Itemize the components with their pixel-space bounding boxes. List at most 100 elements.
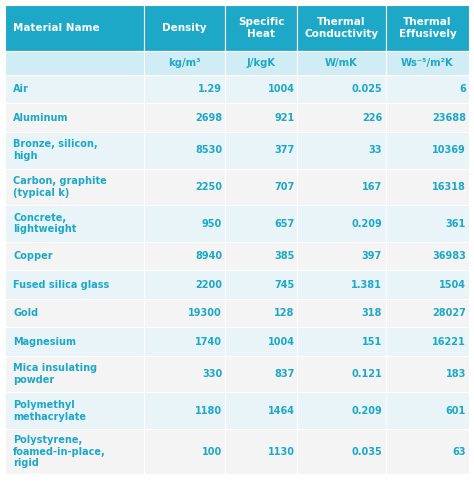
Text: 2200: 2200 (195, 280, 222, 290)
Text: 1.29: 1.29 (198, 84, 222, 94)
Text: 63: 63 (452, 447, 466, 457)
Text: 361: 361 (446, 219, 466, 229)
Text: 36983: 36983 (432, 251, 466, 261)
Text: 837: 837 (274, 369, 294, 379)
Bar (297, 5, 386, 51)
Text: 0.035: 0.035 (351, 447, 382, 457)
Bar (297, 299, 386, 327)
Bar (144, 356, 226, 392)
Bar (386, 51, 469, 75)
Bar (144, 242, 226, 270)
Text: 377: 377 (274, 145, 294, 155)
Bar (297, 103, 386, 132)
Bar (226, 429, 297, 474)
Bar (5, 327, 144, 356)
Bar (297, 169, 386, 205)
Text: 16318: 16318 (432, 182, 466, 192)
Text: 657: 657 (274, 219, 294, 229)
Text: Carbon, graphite
(typical k): Carbon, graphite (typical k) (13, 176, 107, 198)
Text: Specific
Heat: Specific Heat (238, 17, 285, 39)
Bar (386, 75, 469, 103)
Text: 745: 745 (274, 280, 294, 290)
Bar (144, 205, 226, 242)
Text: 1740: 1740 (195, 337, 222, 346)
Bar (226, 205, 297, 242)
Bar (5, 5, 144, 51)
Text: 183: 183 (446, 369, 466, 379)
Bar (144, 75, 226, 103)
Text: 33: 33 (369, 145, 382, 155)
Bar (144, 51, 226, 75)
Bar (386, 103, 469, 132)
Text: 28027: 28027 (432, 308, 466, 318)
Bar (144, 132, 226, 169)
Text: 23688: 23688 (432, 113, 466, 122)
Text: 707: 707 (274, 182, 294, 192)
Text: 2698: 2698 (195, 113, 222, 122)
Text: 397: 397 (362, 251, 382, 261)
Bar (5, 75, 144, 103)
Bar (386, 356, 469, 392)
Bar (297, 75, 386, 103)
Bar (226, 356, 297, 392)
Bar (386, 299, 469, 327)
Bar (5, 429, 144, 474)
Text: J/kgK: J/kgK (247, 58, 276, 68)
Text: 226: 226 (362, 113, 382, 122)
Text: 151: 151 (362, 337, 382, 346)
Bar (226, 327, 297, 356)
Bar (144, 299, 226, 327)
Bar (226, 169, 297, 205)
Text: 10369: 10369 (432, 145, 466, 155)
Text: 2250: 2250 (195, 182, 222, 192)
Bar (297, 205, 386, 242)
Text: 1130: 1130 (267, 447, 294, 457)
Bar (5, 270, 144, 299)
Text: Polystyrene,
foamed-in-place,
rigid: Polystyrene, foamed-in-place, rigid (13, 435, 106, 468)
Text: 100: 100 (202, 447, 222, 457)
Text: kg/m³: kg/m³ (168, 58, 201, 68)
Text: 921: 921 (274, 113, 294, 122)
Bar (297, 429, 386, 474)
Bar (226, 132, 297, 169)
Text: 128: 128 (274, 308, 294, 318)
Bar (144, 169, 226, 205)
Bar (226, 242, 297, 270)
Bar (144, 270, 226, 299)
Bar (5, 132, 144, 169)
Text: 0.025: 0.025 (351, 84, 382, 94)
Bar (386, 205, 469, 242)
Bar (386, 429, 469, 474)
Text: 1004: 1004 (267, 337, 294, 346)
Bar (386, 392, 469, 429)
Text: Ws⁻⁵/m²K: Ws⁻⁵/m²K (401, 58, 454, 68)
Bar (297, 270, 386, 299)
Text: 6: 6 (459, 84, 466, 94)
Text: 601: 601 (446, 406, 466, 416)
Text: Mica insulating
powder: Mica insulating powder (13, 363, 97, 385)
Bar (297, 327, 386, 356)
Bar (226, 5, 297, 51)
Bar (297, 356, 386, 392)
Text: 950: 950 (202, 219, 222, 229)
Text: 8530: 8530 (195, 145, 222, 155)
Bar (386, 5, 469, 51)
Text: 1180: 1180 (195, 406, 222, 416)
Bar (297, 392, 386, 429)
Text: 1464: 1464 (267, 406, 294, 416)
Text: Gold: Gold (13, 308, 38, 318)
Text: 0.209: 0.209 (351, 406, 382, 416)
Bar (144, 5, 226, 51)
Bar (226, 270, 297, 299)
Text: Thermal
Effusively: Thermal Effusively (399, 17, 456, 39)
Bar (226, 392, 297, 429)
Bar (144, 429, 226, 474)
Bar (5, 299, 144, 327)
Bar (144, 392, 226, 429)
Bar (226, 75, 297, 103)
Text: 16221: 16221 (432, 337, 466, 346)
Bar (5, 103, 144, 132)
Bar (386, 132, 469, 169)
Text: 0.209: 0.209 (351, 219, 382, 229)
Bar (386, 327, 469, 356)
